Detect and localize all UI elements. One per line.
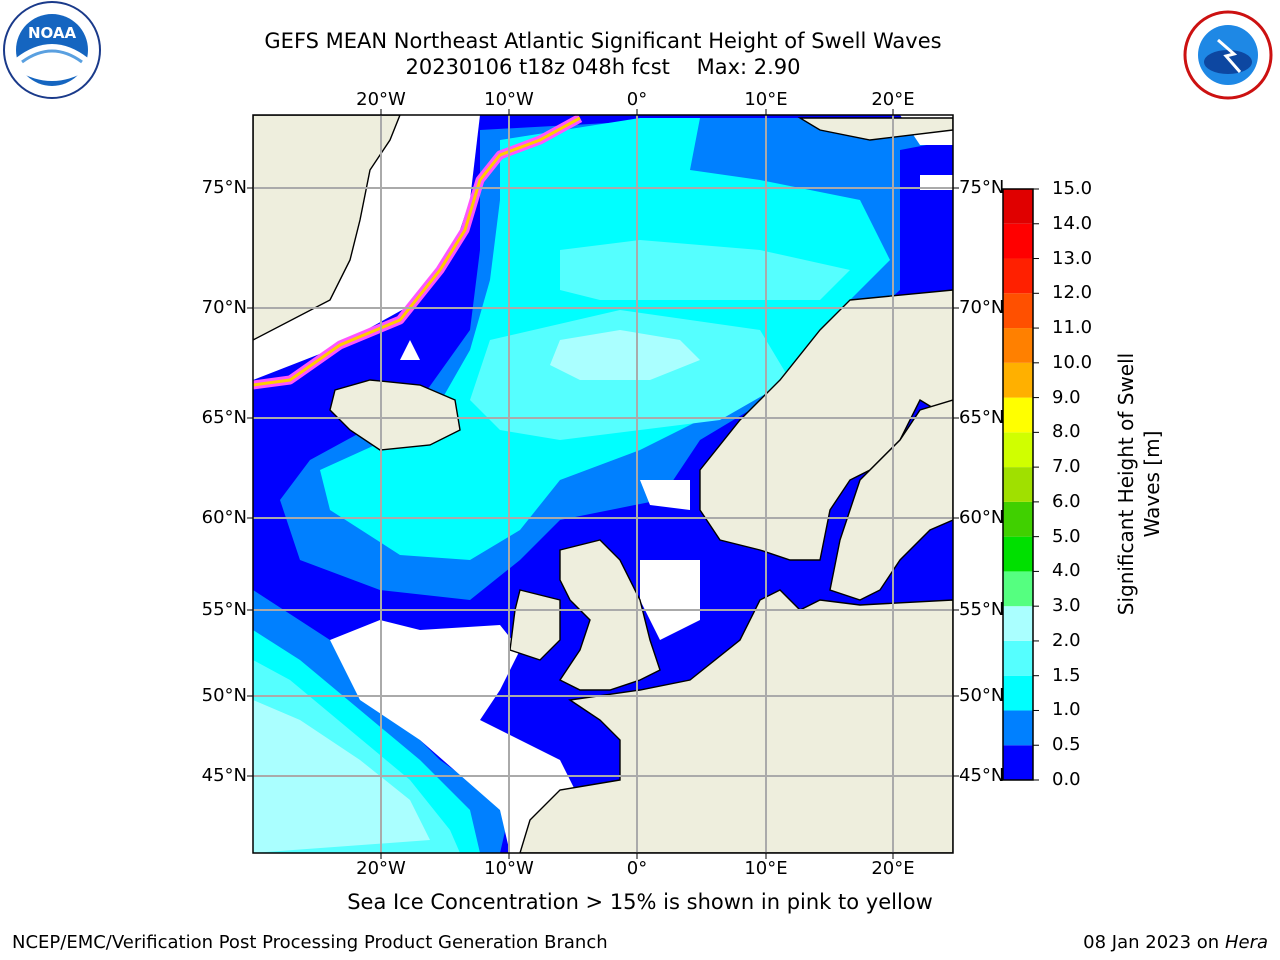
lat-tick-right: 65°N	[959, 407, 1005, 428]
land-mass-4	[699, 289, 953, 561]
colorbar-swatch	[1003, 397, 1033, 433]
lat-tick-right: 45°N	[959, 765, 1005, 786]
colorbar-swatch	[1003, 362, 1033, 398]
lon-tick-bottom: 0°	[626, 858, 648, 879]
colorbar-tick-label: 3.0	[1052, 595, 1081, 617]
colorbar-tick-label: 7.0	[1052, 456, 1081, 478]
colorbar-swatch	[1003, 536, 1033, 572]
lat-tick-left: 75°N	[201, 177, 247, 198]
lat-tick-left: 55°N	[201, 599, 247, 620]
lon-tick-bottom: 10°W	[484, 858, 534, 879]
nws-logo	[1183, 10, 1273, 100]
land-mass-8	[519, 589, 953, 853]
land-mass-5	[829, 399, 953, 601]
lon-tick-bottom: 10°E	[744, 858, 788, 879]
lon-tick-top: 20°E	[871, 89, 915, 110]
colorbar-label-line1: Significant Height of Swell	[1114, 352, 1138, 616]
land-mass-1	[253, 115, 401, 341]
footer-date: 08 Jan 2023 on Hera	[1083, 932, 1268, 953]
lat-tick-right: 55°N	[959, 599, 1005, 620]
lat-tick-right: 70°N	[959, 297, 1005, 318]
colorbar-swatch	[1003, 258, 1033, 294]
colorbar-swatch	[1003, 293, 1033, 329]
lat-tick-left: 65°N	[201, 407, 247, 428]
colorbar-swatch	[1003, 432, 1033, 468]
colorbar-tick-label: 6.0	[1052, 490, 1081, 512]
colorbar-tick-label: 5.0	[1052, 525, 1081, 547]
lon-tick-top: 20°W	[356, 89, 406, 110]
chart-title: GEFS MEAN Northeast Atlantic Significant…	[264, 29, 942, 53]
lat-tick-right: 75°N	[959, 177, 1005, 198]
colorbar-swatch	[1003, 223, 1033, 259]
colorbar-swatch	[1003, 710, 1033, 746]
colorbar-swatch	[1003, 328, 1033, 363]
colorbar-tick-label: 14.0	[1052, 212, 1093, 234]
land-mass-3	[797, 117, 953, 141]
lat-tick-right: 50°N	[959, 685, 1005, 706]
no-data-area-3	[330, 620, 600, 853]
lon-tick-bottom: 20°E	[871, 858, 915, 879]
band-2-0	[550, 330, 700, 380]
colorbar-tick-label: 10.0	[1052, 351, 1093, 373]
land-mass-6	[558, 539, 661, 691]
band-1-5	[560, 240, 850, 300]
colorbar-tick-label: 11.0	[1052, 317, 1093, 339]
colorbar-tick-label: 1.5	[1052, 664, 1081, 686]
colorbar-tick-label: 2.0	[1052, 629, 1081, 651]
colorbar-label-line2: Waves [m]	[1140, 430, 1164, 538]
colorbar-frame	[1002, 188, 1034, 781]
colorbar-tick-label: 9.0	[1052, 386, 1081, 408]
footer-date-text: 08 Jan 2023 on	[1083, 932, 1220, 953]
map-field	[253, 115, 953, 853]
colorbar-tick-label: 0.0	[1052, 769, 1081, 790]
noaa-logo: NOAA	[3, 1, 101, 99]
colorbar-swatch	[1003, 606, 1033, 641]
colorbar-tick-label: 0.5	[1052, 734, 1081, 756]
colorbar-swatch	[1003, 501, 1033, 537]
lon-tick-top: 10°W	[484, 89, 534, 110]
lat-tick-left: 50°N	[201, 685, 247, 706]
lat-tick-left: 45°N	[201, 765, 247, 786]
sea-ice-edge-inner	[253, 116, 581, 387]
svg-text:NOAA: NOAA	[28, 24, 77, 42]
no-data-area-5	[640, 560, 700, 640]
colorbar-tick-label: 4.0	[1052, 560, 1081, 582]
colorbar-swatch	[1003, 189, 1033, 224]
colorbar-tick-label: 15.0	[1052, 178, 1093, 199]
colorbar	[1002, 188, 1039, 781]
land-mass-2	[329, 379, 461, 451]
map-frame	[252, 114, 954, 854]
lon-tick-top: 10°E	[744, 89, 788, 110]
lon-tick-top: 0°	[626, 89, 648, 110]
lat-tick-left: 60°N	[201, 507, 247, 528]
colorbar-tick-label: 8.0	[1052, 421, 1081, 443]
lat-tick-right: 60°N	[959, 507, 1005, 528]
colorbar-tick-label: 12.0	[1052, 282, 1093, 304]
chart-subtitle: 20230106 t18z 048h fcst Max: 2.90	[405, 55, 801, 79]
lon-tick-bottom: 20°W	[356, 858, 406, 879]
no-data-area-2	[400, 340, 420, 360]
colorbar-swatch	[1003, 640, 1033, 676]
colorbar-swatch	[1003, 745, 1033, 780]
colorbar-tick-label: 1.0	[1052, 699, 1081, 721]
colorbar-label: Significant Height of Swell Waves [m]	[1113, 324, 1164, 644]
colorbar-swatch	[1003, 675, 1033, 711]
footer-host: Hera	[1224, 932, 1268, 953]
colorbar-tick-label: 13.0	[1052, 247, 1093, 269]
colorbar-swatch	[1003, 467, 1033, 502]
footer-producer: NCEP/EMC/Verification Post Processing Pr…	[12, 932, 608, 953]
no-data-area-7	[920, 175, 953, 190]
sea-ice-note: Sea Ice Concentration > 15% is shown in …	[347, 890, 933, 914]
lat-tick-left: 70°N	[201, 297, 247, 318]
no-data-area-4	[640, 480, 690, 510]
colorbar-swatch	[1003, 571, 1033, 607]
